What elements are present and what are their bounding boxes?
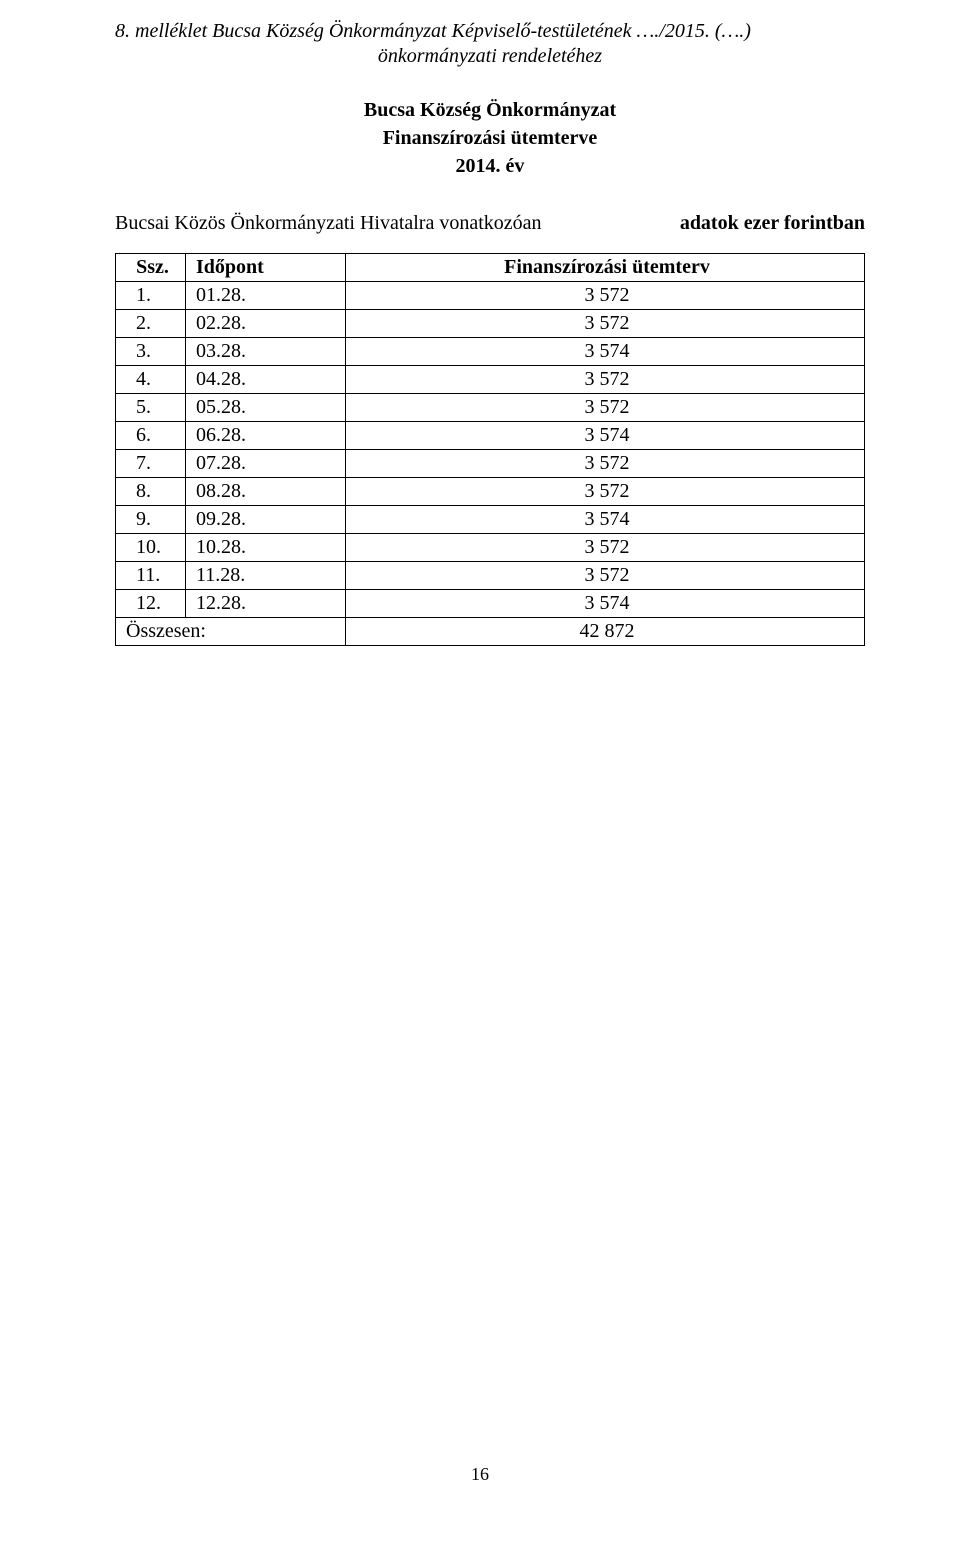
document-page: 8. melléklet Bucsa Község Önkormányzat K… [0,0,960,1545]
table-body: 1. 01.28. 3 572 2. 02.28. 3 572 3. 03.28… [116,282,865,646]
title-line1: Bucsa Község Önkormányzat [115,96,865,124]
table-row: 10. 10.28. 3 572 [116,534,865,562]
cell-value: 3 572 [346,450,865,478]
title-line2: Finanszírozási ütemterve [115,124,865,152]
cell-value: 3 574 [346,338,865,366]
cell-value: 3 572 [346,478,865,506]
table-sum-row: Összesen: 42 872 [116,618,865,646]
table-header-row: Ssz. Időpont Finanszírozási ütemterv [116,254,865,282]
title-block: Bucsa Község Önkormányzat Finanszírozási… [115,96,865,180]
cell-ssz: 3. [116,338,186,366]
col-header-value: Finanszírozási ütemterv [346,254,865,282]
cell-date: 10.28. [186,534,346,562]
table-row: 7. 07.28. 3 572 [116,450,865,478]
sum-value: 42 872 [346,618,865,646]
cell-ssz: 11. [116,562,186,590]
context-subject: Bucsai Közös Önkormányzati Hivatalra von… [115,212,542,235]
cell-date: 03.28. [186,338,346,366]
table-row: 8. 08.28. 3 572 [116,478,865,506]
cell-ssz: 4. [116,366,186,394]
table-row: 2. 02.28. 3 572 [116,310,865,338]
page-number: 16 [0,1464,960,1485]
cell-date: 07.28. [186,450,346,478]
table-row: 5. 05.28. 3 572 [116,394,865,422]
table-row: 6. 06.28. 3 574 [116,422,865,450]
cell-ssz: 1. [116,282,186,310]
cell-value: 3 572 [346,394,865,422]
table-row: 4. 04.28. 3 572 [116,366,865,394]
cell-value: 3 574 [346,506,865,534]
financing-schedule-table: Ssz. Időpont Finanszírozási ütemterv 1. … [115,253,865,646]
cell-date: 09.28. [186,506,346,534]
cell-date: 08.28. [186,478,346,506]
cell-date: 12.28. [186,590,346,618]
context-row: Bucsai Közös Önkormányzati Hivatalra von… [115,212,865,235]
cell-ssz: 10. [116,534,186,562]
table-row: 3. 03.28. 3 574 [116,338,865,366]
table-row: 11. 11.28. 3 572 [116,562,865,590]
cell-value: 3 574 [346,422,865,450]
cell-date: 02.28. [186,310,346,338]
cell-ssz: 7. [116,450,186,478]
cell-value: 3 572 [346,534,865,562]
cell-ssz: 6. [116,422,186,450]
cell-value: 3 572 [346,310,865,338]
col-header-date: Időpont [186,254,346,282]
cell-date: 06.28. [186,422,346,450]
unit-note: adatok ezer forintban [680,212,865,235]
sum-label: Összesen: [116,618,346,646]
table-row: 9. 09.28. 3 574 [116,506,865,534]
appendix-header-line2: önkormányzati rendeletéhez [115,45,865,68]
cell-date: 05.28. [186,394,346,422]
cell-value: 3 574 [346,590,865,618]
cell-date: 01.28. [186,282,346,310]
cell-date: 04.28. [186,366,346,394]
cell-ssz: 2. [116,310,186,338]
cell-ssz: 12. [116,590,186,618]
cell-ssz: 8. [116,478,186,506]
cell-value: 3 572 [346,366,865,394]
table-row: 1. 01.28. 3 572 [116,282,865,310]
cell-value: 3 572 [346,562,865,590]
appendix-header-line1: 8. melléklet Bucsa Község Önkormányzat K… [115,20,865,43]
cell-date: 11.28. [186,562,346,590]
cell-ssz: 5. [116,394,186,422]
cell-value: 3 572 [346,282,865,310]
col-header-ssz: Ssz. [116,254,186,282]
table-row: 12. 12.28. 3 574 [116,590,865,618]
cell-ssz: 9. [116,506,186,534]
title-line3: 2014. év [115,152,865,180]
